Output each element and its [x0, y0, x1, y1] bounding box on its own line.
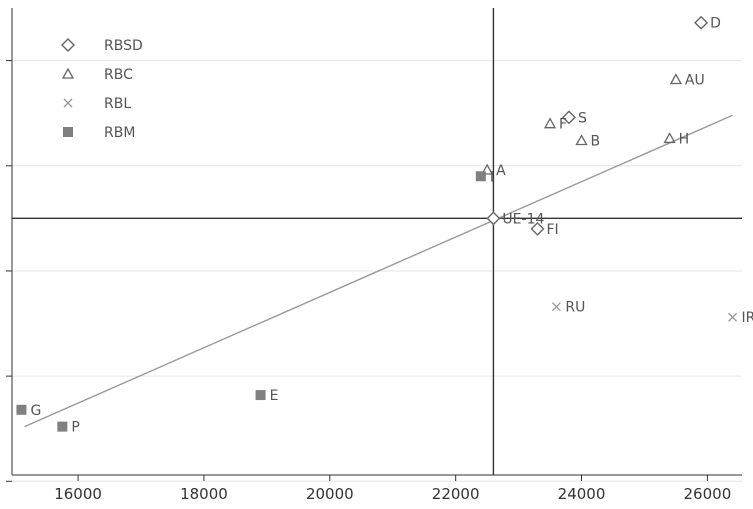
- data-point-square: [475, 171, 486, 182]
- legend-label: RBSD: [104, 38, 143, 54]
- data-point-square: [57, 421, 68, 432]
- reference-lines: [12, 8, 742, 475]
- legend-marker-x: [63, 98, 73, 108]
- point-label: D: [710, 16, 721, 32]
- data-point-triangle: [669, 73, 683, 85]
- x-tick-label: 22000: [432, 485, 480, 503]
- data-point-diamond: [561, 110, 576, 125]
- legend-marker-square: [63, 127, 73, 137]
- data-point-triangle: [481, 163, 494, 175]
- point-label: F: [559, 117, 567, 133]
- point-label: A: [496, 163, 506, 179]
- data-point-triangle: [663, 132, 676, 144]
- data-point-square: [255, 390, 266, 401]
- point-label: B: [591, 134, 601, 150]
- data-point-diamond: [530, 221, 545, 236]
- x-tick-label: 20000: [306, 485, 354, 503]
- point-label: I: [490, 169, 494, 185]
- data-point-diamond: [694, 15, 709, 30]
- data-point-x: [551, 302, 561, 312]
- x-tick-label: 16000: [54, 485, 102, 503]
- legend-label: RBL: [104, 96, 131, 112]
- fit-line: [24, 114, 733, 428]
- point-label: P: [71, 420, 79, 436]
- data-point-diamond: [486, 211, 501, 226]
- x-tick-label: 26000: [684, 485, 732, 503]
- legend-label: RBM: [104, 125, 135, 141]
- point-label: FI: [546, 222, 558, 238]
- point-label: IR: [742, 310, 753, 326]
- data-point-square: [16, 404, 27, 415]
- data-point-x: [728, 312, 738, 322]
- point-label: G: [30, 403, 41, 419]
- point-label: AU: [685, 73, 705, 89]
- point-label: E: [270, 388, 279, 404]
- legend-marker-diamond: [61, 38, 75, 52]
- legend-label: RBC: [104, 67, 133, 83]
- data-point-triangle: [543, 117, 557, 129]
- axes: 16000 18000 20000 22000 24000 26000: [6, 8, 742, 503]
- x-tick-label: 24000: [558, 485, 606, 503]
- point-label: H: [679, 131, 690, 147]
- data-point-triangle: [575, 134, 588, 146]
- point-label: RU: [565, 300, 585, 316]
- point-label: UE-14: [502, 211, 544, 227]
- legend: RBSD RBC RBL RBM: [61, 38, 143, 141]
- point-label: S: [578, 110, 587, 126]
- legend-marker-triangle: [61, 67, 75, 79]
- x-tick-label: 18000: [180, 485, 228, 503]
